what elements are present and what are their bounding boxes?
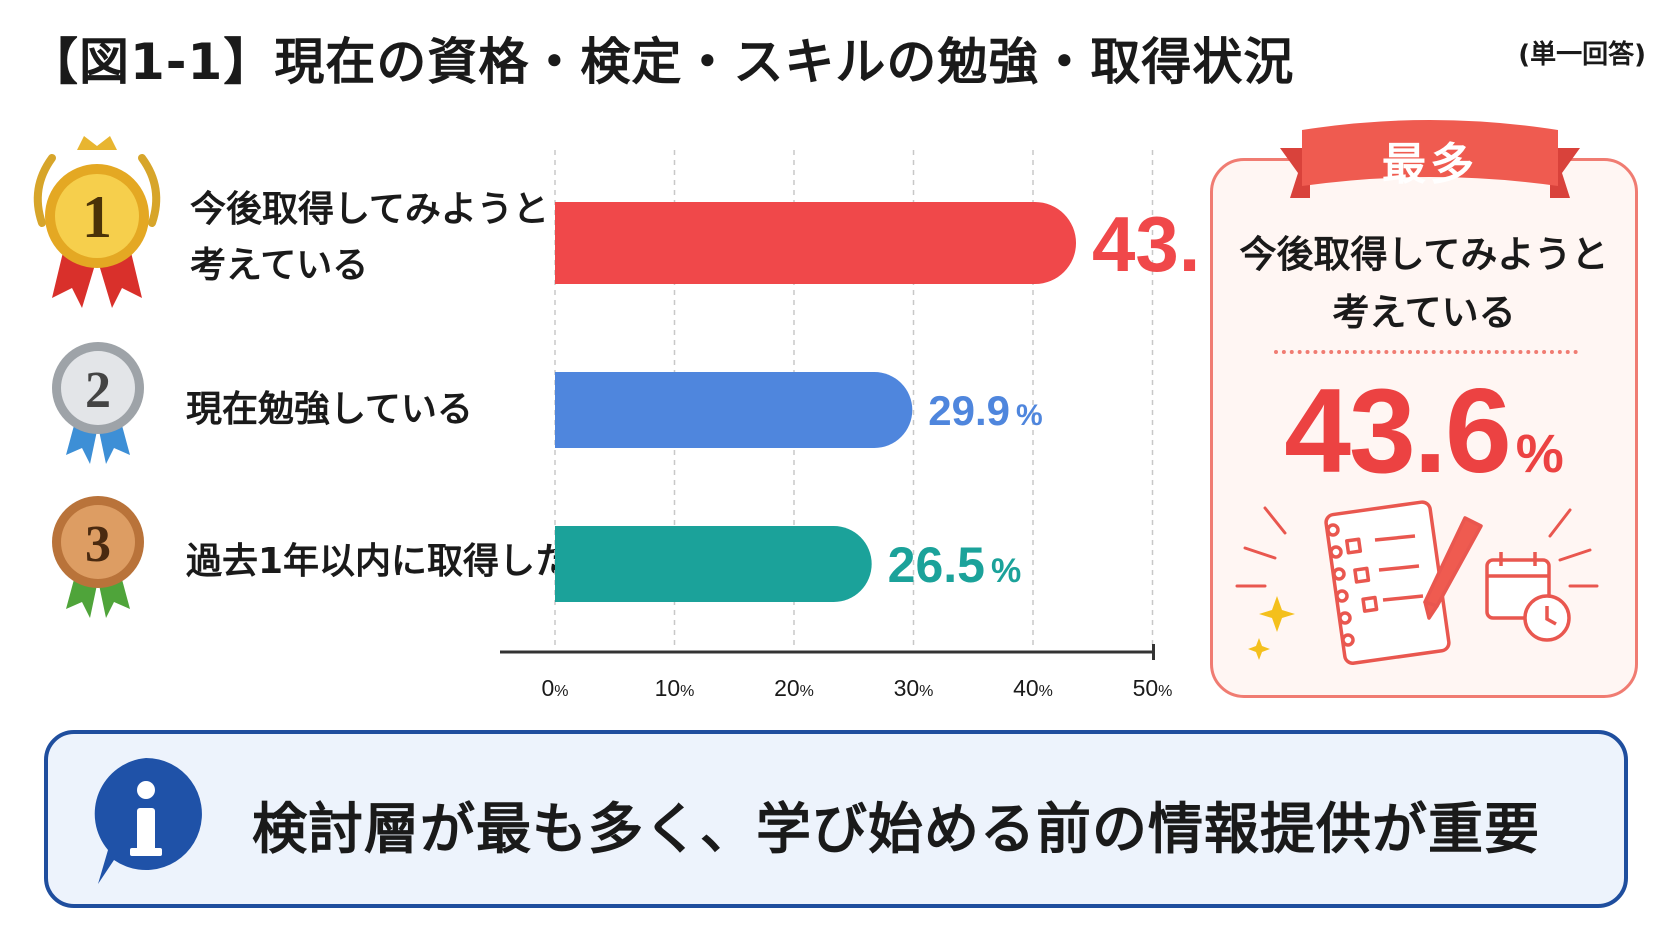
- info-icon: [94, 758, 202, 884]
- x-tick-label-2: 20%: [774, 675, 814, 701]
- x-tick-label-0: 0%: [541, 675, 568, 701]
- x-tick-label-5: 50%: [1133, 675, 1173, 701]
- info-box: [44, 730, 1628, 908]
- category-label-3: 過去1年以内に取得した: [186, 541, 572, 582]
- bar-value-label-3: 26.5%: [888, 537, 1022, 593]
- calendar-clock-icon: [1485, 552, 1571, 642]
- highlight-value: 43.6%: [1284, 364, 1564, 498]
- category-label-1: 今後取得してみようと 考えている: [190, 189, 549, 286]
- category-label-2: 現在勉強している: [186, 389, 473, 430]
- sparkle-lines-icon: [1235, 506, 1599, 588]
- bronze-medal-icon: 3: [52, 496, 144, 618]
- bar-chart: 0% 10% 20% 30% 40% 50% 43.6% 29.9% 26.5%: [500, 150, 1200, 701]
- bar-1: [555, 202, 1077, 284]
- notebook-checklist-icon: [1324, 500, 1451, 665]
- silver-medal-icon: 2: [52, 342, 144, 464]
- study-illustration: [1235, 500, 1599, 665]
- sparkle-icon: [1248, 596, 1295, 660]
- highlight-label: 今後取得してみようと 考えている: [1239, 233, 1609, 334]
- x-tick-label-3: 30%: [894, 675, 934, 701]
- pencil-icon: [1423, 516, 1483, 620]
- rank-1-text: 1: [82, 184, 112, 250]
- answer-type-note: (単一回答): [1518, 40, 1646, 70]
- rank-3-text: 3: [85, 516, 111, 573]
- gold-medal-icon: 1: [33, 136, 161, 308]
- info-message: 検討層が最も多く、学び始める前の情報提供が重要: [252, 797, 1541, 861]
- ribbon-badge: [1280, 120, 1580, 198]
- dotted-divider: [1274, 350, 1578, 354]
- page-title: 【図1-1】現在の資格・検定・スキルの勉強・取得状況: [28, 33, 1295, 91]
- x-tick-label-1: 10%: [655, 675, 695, 701]
- ribbon-badge-text: 最多: [1382, 139, 1478, 190]
- rank-2-text: 2: [85, 362, 111, 419]
- bar-2: [555, 372, 913, 448]
- x-tick-label-4: 40%: [1013, 675, 1053, 701]
- bar-3: [555, 526, 872, 602]
- bar-value-label-2: 29.9%: [928, 387, 1042, 434]
- bar-value-label-1: 43.6%: [1092, 200, 1200, 288]
